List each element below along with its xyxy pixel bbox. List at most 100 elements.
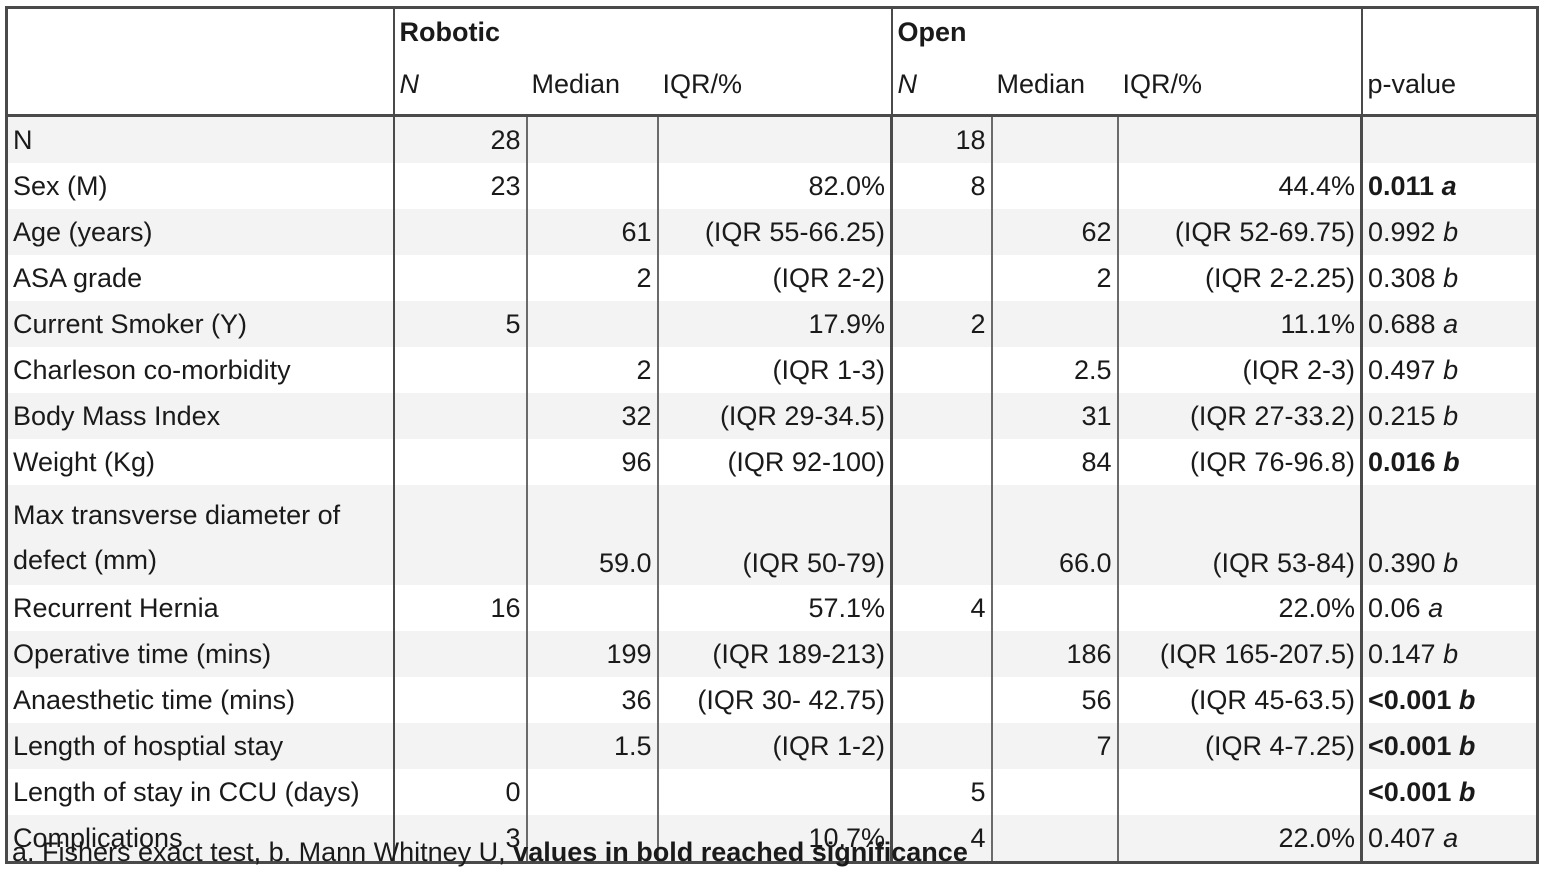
p-value-test: b [1443,216,1459,247]
robotic-median [525,115,658,163]
table-row: Age (years) 61 (IQR 55-66.25) 62 (IQR 52-69.… [6,209,1538,255]
open-n [890,255,992,301]
open-iqr: (IQR 2-2.25) [1116,255,1362,301]
p-value: 0.011 [1368,170,1435,201]
table-row: Complications 3 10.7% 4 22.0% 0.407 a [6,815,1538,863]
p-value-cell: 0.016 b [1360,439,1538,485]
p-value-test: b [1443,446,1460,477]
robotic-iqr [656,115,892,163]
label-column-header [6,63,394,117]
row-label: Recurrent Hernia [13,592,219,623]
robotic-n [392,209,527,255]
open-n: 8 [890,163,992,209]
p-value-test: b [1443,354,1459,385]
corner-cell [7,8,394,64]
open-median: 186 [990,631,1118,677]
table-row: Recurrent Hernia 16 57.1% 4 22.0% 0.06 a [7,585,1538,631]
table-row: Anaesthetic time (mins) 36 (IQR 30- 42.75)… [7,677,1538,723]
p-value: 0.390 [1368,548,1436,578]
robotic-n [392,439,527,485]
open-median: 56 [990,677,1118,723]
robotic-median: 1.5 [525,723,658,769]
row-label: N [6,115,394,163]
open-n: 4 [890,815,992,863]
robotic-median [525,585,658,631]
robotic-median: 2 [525,347,658,393]
p-value-cell: 0.407 a [1360,815,1538,863]
open-iqr: 22.0% [1116,815,1362,863]
open-median: 7 [990,723,1118,769]
p-value-cell: 0.688 a [1360,301,1538,347]
open-n: 5 [890,769,992,815]
robotic-median [525,301,658,347]
open-iqr: 11.1% [1116,301,1362,347]
open-n [890,677,992,723]
robotic-n: 16 [392,585,527,631]
open-n [890,347,992,393]
open-median: 2 [990,255,1118,301]
open-iqr: (IQR 76-96.8) [1116,439,1362,485]
row-label: Anaesthetic time (mins) [13,684,296,715]
p-value-cell [1360,115,1538,163]
p-value: 0.308 [1368,262,1436,293]
p-value: 0.992 [1368,216,1436,247]
open-n: 2 [890,301,992,347]
p-value-cell: <0.001 b [1360,769,1538,815]
robotic-n: 0 [392,769,527,815]
open-median: 66.0 [990,485,1118,585]
p-value: 0.407 [1368,822,1436,853]
open-iqr: 22.0% [1116,585,1362,631]
robotic-iqr: (IQR 189-213) [656,631,892,677]
p-value: <0.001 [1368,776,1452,807]
robotic-iqr: (IQR 55-66.25) [656,209,892,255]
robotic-iqr: (IQR 50-79) [656,485,892,585]
open-median: 31 [990,393,1118,439]
p-value-test: a [1441,170,1457,201]
p-value-cell: 0.147 b [1360,631,1538,677]
p-value-cell: 0.011 a [1360,163,1538,209]
p-value-cell: <0.001 b [1360,723,1538,769]
robotic-median: 36 [525,677,658,723]
table-row: Weight (Kg) 96 (IQR 92-100) 84 (IQR 76-96.8)… [7,439,1538,485]
robotic-n [392,723,527,769]
robotic-median: 199 [525,631,658,677]
row-label: ASA grade [13,262,143,293]
open-median [990,585,1118,631]
robotic-median [525,769,658,815]
robotic-iqr: (IQR 29-34.5) [656,393,892,439]
robotic-iqr: (IQR 1-2) [656,723,892,769]
robotic-median [525,815,658,863]
robotic-n: 3 [392,815,527,863]
robotic-iqr: (IQR 2-2) [656,255,892,301]
robotic-median: 2 [525,255,658,301]
table-row: Operative time (mins) 199 (IQR 189-213) 186… [6,631,1538,677]
robotic-iqr: 82.0% [656,163,892,209]
robotic-median [525,163,658,209]
p-value: 0.215 [1368,400,1436,431]
p-value-test: b [1443,400,1459,431]
p-value-test: b [1458,730,1476,761]
robotic-iqr: 57.1% [656,585,892,631]
open-n [890,485,992,585]
group-header-row: Robotic Open [7,7,1538,64]
open-median-header: Median [991,63,1118,117]
open-n [890,209,992,255]
open-iqr: (IQR 27-33.2) [1116,393,1362,439]
table-row: Sex (M) 23 82.0% 8 44.4% 0.011 a [7,163,1538,209]
open-n [890,393,992,439]
open-iqr: (IQR 45-63.5) [1116,677,1362,723]
open-iqr [1116,115,1362,163]
open-median: 62 [990,209,1118,255]
table-row: Charleson co-morbidity 2 (IQR 1-3) 2.5 (IQR … [7,347,1538,393]
open-iqr [1116,769,1362,815]
table-row: Body Mass Index 32 (IQR 29-34.5) 31 (IQR 27-… [6,393,1538,439]
robotic-iqr: (IQR 1-3) [656,347,892,393]
table-row: Current Smoker (Y) 5 17.9% 2 11.1% 0.688 a [6,301,1538,347]
row-label: Operative time (mins) [6,631,394,677]
open-median: 2.5 [990,347,1118,393]
p-value-test: b [1458,776,1476,807]
p-value-test: a [1443,308,1459,339]
p-value-test: b [1443,262,1459,293]
results-table: Robotic Open N Median IQR/% N Median IQR… [5,6,1539,864]
open-iqr: (IQR 2-3) [1116,347,1362,393]
